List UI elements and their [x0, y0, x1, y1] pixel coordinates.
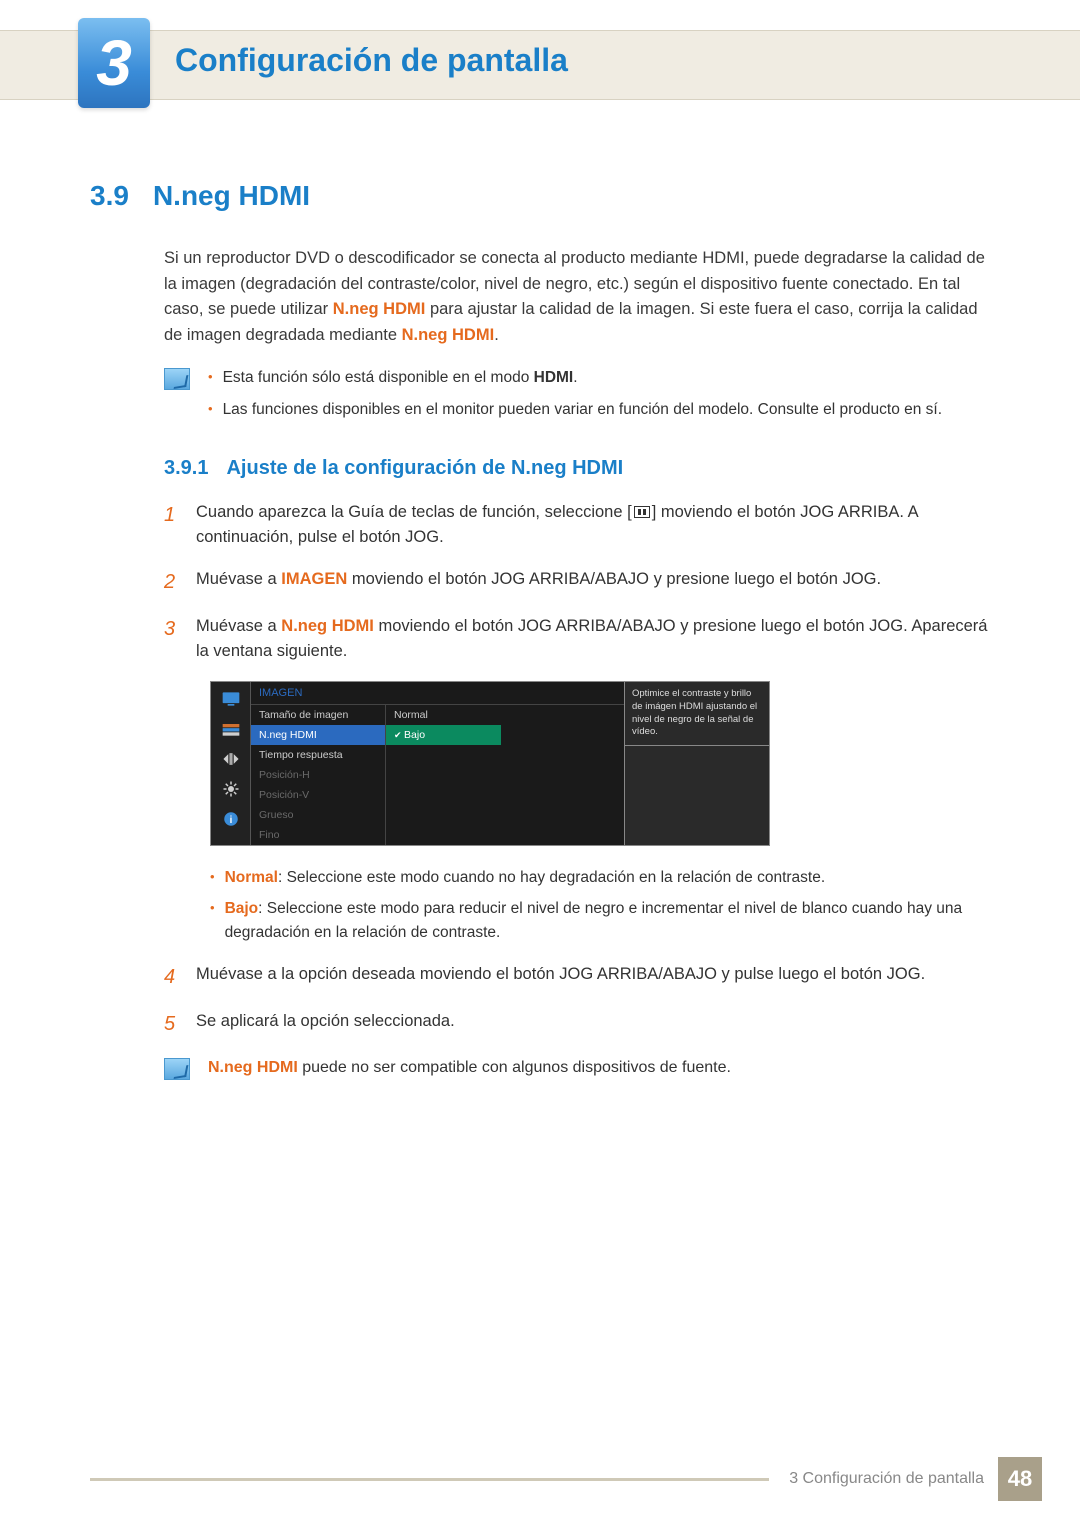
- note2-text: N.neg HDMI puede no ser compatible con a…: [208, 1056, 731, 1080]
- bullet-dot: •: [208, 398, 213, 421]
- osd-option-list: NormalBajo: [386, 705, 501, 845]
- step-text: Muévase a IMAGEN moviendo el botón JOG A…: [196, 567, 990, 598]
- step-text: Cuando aparezca la Guía de teclas de fun…: [196, 500, 990, 551]
- note-icon: [164, 368, 190, 390]
- section-heading: 3.9 N.neg HDMI: [90, 180, 990, 212]
- footer-page-number: 48: [998, 1457, 1042, 1501]
- section-title: N.neg HDMI: [153, 180, 310, 211]
- osd-menu-item: Fino: [251, 825, 385, 845]
- bullet-dot: •: [210, 866, 215, 889]
- osd-help-text: Optimice el contraste y brillo de imágen…: [625, 682, 769, 746]
- osd-tab-info-icon: i: [219, 808, 243, 830]
- page-content: 3.9 N.neg HDMI Si un reproductor DVD o de…: [90, 180, 990, 1080]
- subsection-heading: 3.9.1 Ajuste de la configuración de N.neg…: [164, 457, 990, 480]
- option-bullet: • Normal: Seleccione este modo cuando no …: [210, 866, 990, 889]
- intro-paragraph: Si un reproductor DVD o descodificador s…: [164, 246, 990, 348]
- subsection-number: 3.9.1: [164, 457, 208, 479]
- step: 5 Se aplicará la opción seleccionada.: [164, 1009, 990, 1040]
- osd-tab-color-icon: [219, 718, 243, 740]
- bullet-dot: •: [210, 897, 215, 944]
- step-text: Muévase a la opción deseada moviendo el …: [196, 962, 990, 993]
- note-bullet: • Esta función sólo está disponible en el…: [208, 366, 990, 389]
- step: 4 Muévase a la opción deseada moviendo el…: [164, 962, 990, 993]
- osd-tab-settings-icon: [219, 778, 243, 800]
- footer-text: 3 Configuración de pantalla: [789, 1470, 984, 1488]
- bullet-text: Las funciones disponibles en el monitor …: [223, 398, 942, 421]
- bullet-text: Esta función sólo está disponible en el …: [223, 366, 578, 389]
- step-number: 5: [164, 1009, 180, 1040]
- note-block-1: • Esta función sólo está disponible en el…: [164, 366, 990, 429]
- steps-list-a: 1 Cuando aparezca la Guía de teclas de fu…: [164, 500, 990, 665]
- bullet-dot: •: [208, 366, 213, 389]
- osd-menu-item: Tiempo respuesta: [251, 745, 385, 765]
- chapter-title: Configuración de pantalla: [175, 42, 568, 79]
- osd-menu-item: Posición-V: [251, 785, 385, 805]
- note-list: • Esta función sólo está disponible en el…: [208, 366, 990, 429]
- osd-option-item: Normal: [386, 705, 501, 725]
- osd-tab-size-icon: [219, 748, 243, 770]
- osd-tab-picture-icon: [219, 688, 243, 710]
- osd-main: IMAGEN Tamaño de imagenN.neg HDMITiempo …: [251, 682, 624, 845]
- option-descriptions: • Normal: Seleccione este modo cuando no …: [210, 866, 990, 944]
- section-number: 3.9: [90, 180, 129, 211]
- note-block-2: N.neg HDMI puede no ser compatible con a…: [164, 1056, 990, 1080]
- bullet-text: Bajo: Seleccione este modo para reducir …: [225, 897, 990, 944]
- chapter-number: 3: [96, 26, 132, 100]
- page-footer: 3 Configuración de pantalla 48: [90, 1459, 1042, 1499]
- osd-menu-item: Grueso: [251, 805, 385, 825]
- osd-screenshot: i IMAGEN Tamaño de imagenN.neg HDMITiemp…: [210, 681, 770, 846]
- step-text: Se aplicará la opción seleccionada.: [196, 1009, 990, 1040]
- svg-text:i: i: [229, 815, 232, 826]
- step-text: Muévase a N.neg HDMI moviendo el botón J…: [196, 614, 990, 665]
- step: 3 Muévase a N.neg HDMI moviendo el botón …: [164, 614, 990, 665]
- footer-rule: [90, 1478, 769, 1481]
- osd-menu-item: N.neg HDMI: [251, 725, 385, 745]
- osd-menu-item: Tamaño de imagen: [251, 705, 385, 725]
- chapter-badge: 3: [78, 18, 150, 108]
- osd-sidebar: i: [211, 682, 251, 845]
- step-number: 4: [164, 962, 180, 993]
- osd-help-panel: Optimice el contraste y brillo de imágen…: [624, 682, 769, 845]
- step: 1 Cuando aparezca la Guía de teclas de fu…: [164, 500, 990, 551]
- steps-list-b: 4 Muévase a la opción deseada moviendo el…: [164, 962, 990, 1040]
- step-number: 3: [164, 614, 180, 665]
- osd-menu-list: Tamaño de imagenN.neg HDMITiempo respues…: [251, 705, 386, 845]
- osd-menu-item: Posición-H: [251, 765, 385, 785]
- subsection-title: Ajuste de la configuración de N.neg HDMI: [226, 457, 623, 479]
- option-bullet: •Bajo: Seleccione este modo para reducir…: [210, 897, 990, 944]
- osd-title: IMAGEN: [251, 682, 624, 705]
- bullet-text: Normal: Seleccione este modo cuando no h…: [225, 866, 826, 889]
- step-number: 2: [164, 567, 180, 598]
- note-bullet: • Las funciones disponibles en el monitor…: [208, 398, 990, 421]
- note-icon: [164, 1058, 190, 1080]
- step-number: 1: [164, 500, 180, 551]
- osd-option-item: Bajo: [386, 725, 501, 745]
- step: 2 Muévase a IMAGEN moviendo el botón JOG …: [164, 567, 990, 598]
